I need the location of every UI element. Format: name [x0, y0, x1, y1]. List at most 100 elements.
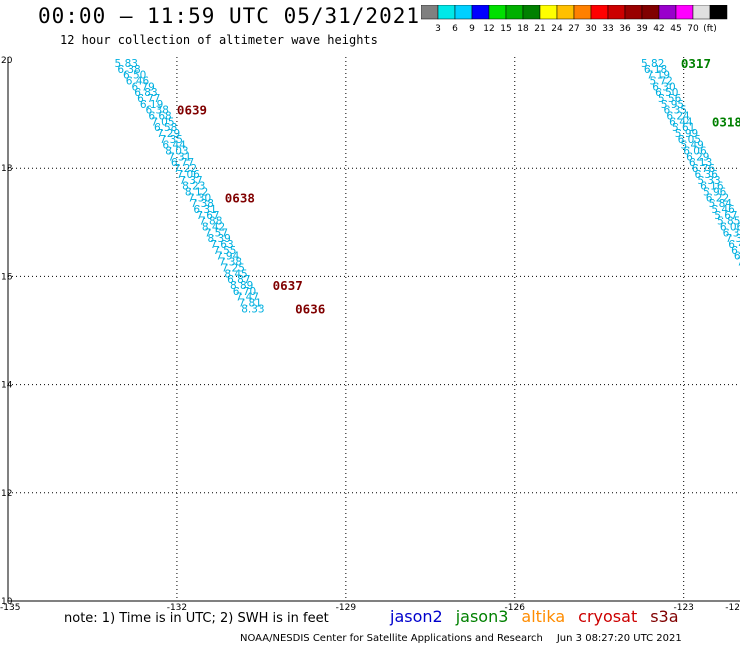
swh-value: 8.42: [202, 222, 225, 234]
x-tick-label: -129: [336, 603, 357, 610]
swh-value: 7.63: [210, 239, 233, 251]
swh-value: 6.71: [734, 251, 740, 263]
swh-value: 7.67: [196, 210, 219, 222]
swh-colorbar: 3 6 9 12 15 18 21 24 27 30 33 36 39 42 45 70 (ft): [421, 5, 728, 34]
swh-value: 6.70: [233, 286, 256, 298]
wave-height-map: -135 -132 -129 -126 -123 -122018161412105.836…: [0, 56, 740, 610]
pass-time-label: 0639: [177, 103, 207, 118]
swh-value: 6.77: [171, 157, 194, 169]
colorbar-label: 12: [483, 24, 494, 34]
swh-value: 5.99: [675, 128, 698, 140]
swh-value: 6.13: [689, 157, 712, 169]
swh-value: 7.29: [157, 128, 180, 140]
swh-value: 6.30: [652, 81, 675, 93]
pass-time-label: 0638: [225, 190, 255, 205]
x-tick-label: -132: [167, 603, 187, 610]
swh-value: 6.37: [723, 227, 740, 239]
swh-value: 7.94: [216, 251, 240, 263]
swh-value: 6.38: [146, 105, 169, 117]
colorbar-label: 3: [435, 24, 441, 34]
swh-value: 6.06: [683, 146, 707, 158]
swh-value: 5.84: [709, 198, 733, 210]
swh-value: 5.33: [697, 175, 720, 187]
swh-value: 8.45: [224, 268, 247, 280]
swh-value: 8.12: [185, 186, 208, 198]
y-tick-label: 14: [1, 381, 13, 391]
swh-value: 7.38: [219, 257, 242, 269]
colorbar-label: 33: [602, 24, 613, 34]
colorbar-label: 45: [670, 24, 681, 34]
swh-value: 6.79: [131, 81, 154, 93]
pass-time-label: 0636: [295, 301, 325, 316]
swh-value: 7.47: [236, 292, 259, 304]
swh-value: 6.16: [700, 181, 724, 193]
satellite-legend: jason2 jason3 altika cryosat s3a: [390, 607, 692, 626]
legend-s3a: s3a: [650, 607, 679, 626]
swh-value: 8.23: [182, 181, 205, 193]
swh-value: 6.06: [720, 222, 740, 234]
colorbar-label: 42: [653, 24, 664, 34]
swh-value: 5.96: [703, 186, 727, 198]
colorbar-swatch: [709, 5, 728, 20]
swh-value: 6.35: [664, 105, 687, 117]
credit-text: NOAA/NESDIS Center for Satellite Applica…: [240, 633, 543, 644]
credit-timestamp: Jun 3 08:27:20 UTC 2021: [556, 633, 682, 644]
swh-value: 6.05: [678, 134, 701, 146]
swh-value: 7.81: [238, 297, 261, 309]
swh-value: 5.46: [711, 204, 735, 216]
swh-value: 5.56: [658, 93, 682, 105]
swh-value: 6.18: [644, 64, 667, 76]
swh-value: 5.95: [661, 99, 684, 111]
x-tick-label: -123: [673, 603, 693, 610]
swh-value: 6.50: [123, 70, 146, 82]
pass-time-label: 0317: [681, 56, 711, 71]
swh-value: 7.57: [205, 227, 228, 239]
legend-jason3: jason3: [455, 607, 509, 626]
swh-value: 8.03: [165, 146, 188, 158]
swh-value: 5.49: [680, 140, 703, 152]
pass-time-label: 0637: [273, 278, 303, 293]
swh-value: 7.25: [222, 262, 245, 274]
colorbar-label: 6: [452, 24, 458, 34]
swh-value: 6.87: [227, 274, 250, 286]
swh-value: 6.44: [669, 116, 693, 128]
legend-cryosat: cryosat: [578, 607, 638, 626]
x-tick-label: -135: [0, 603, 20, 610]
swh-value: 8.39: [207, 233, 230, 245]
y-tick-label: 20: [1, 56, 13, 66]
swh-value: 6.77: [137, 93, 160, 105]
y-tick-label: 16: [1, 272, 13, 282]
swh-value: 5.83: [115, 58, 138, 70]
swh-value: 5.72: [649, 75, 672, 87]
swh-value: 6.44: [162, 140, 186, 152]
swh-value: 7.30: [188, 192, 211, 204]
swh-value: 7.22: [174, 163, 197, 175]
swh-value: 6.44: [728, 239, 740, 251]
colorbar-label: 9: [469, 24, 475, 34]
map-subtitle: 12 hour collection of altimeter wave hei…: [60, 33, 378, 47]
swh-value: 7.88: [199, 216, 222, 228]
swh-value: 7.31: [168, 151, 191, 163]
swh-value: 6.46: [126, 75, 150, 87]
swh-value: 5.82: [641, 58, 664, 70]
pass-time-label: 0318: [712, 114, 740, 129]
colorbar-label: 15: [500, 24, 511, 34]
colorbar-label: 21: [534, 24, 545, 34]
colorbar-label: 24: [551, 24, 563, 34]
swh-value: 6.58: [154, 122, 177, 134]
y-tick-label: 10: [1, 597, 13, 607]
swh-value: 6.68: [148, 111, 171, 123]
map-title: 00:00 – 11:59 UTC 05/31/2021: [38, 4, 421, 28]
swh-value: 6.29: [686, 151, 709, 163]
swh-value: 7.06: [176, 169, 200, 181]
swh-value: 7.55: [213, 245, 236, 257]
swh-value: 5.85: [717, 216, 740, 228]
x-tick-label: -126: [505, 603, 526, 610]
y-tick-label: 18: [1, 164, 13, 174]
swh-value: 7.19: [647, 70, 670, 82]
swh-value: 7.37: [179, 175, 202, 187]
x-tick-label: -12: [725, 603, 740, 610]
swh-value: 6.68: [731, 245, 740, 257]
legend-altika: altika: [521, 607, 566, 626]
swh-value: 5.61: [672, 122, 695, 134]
